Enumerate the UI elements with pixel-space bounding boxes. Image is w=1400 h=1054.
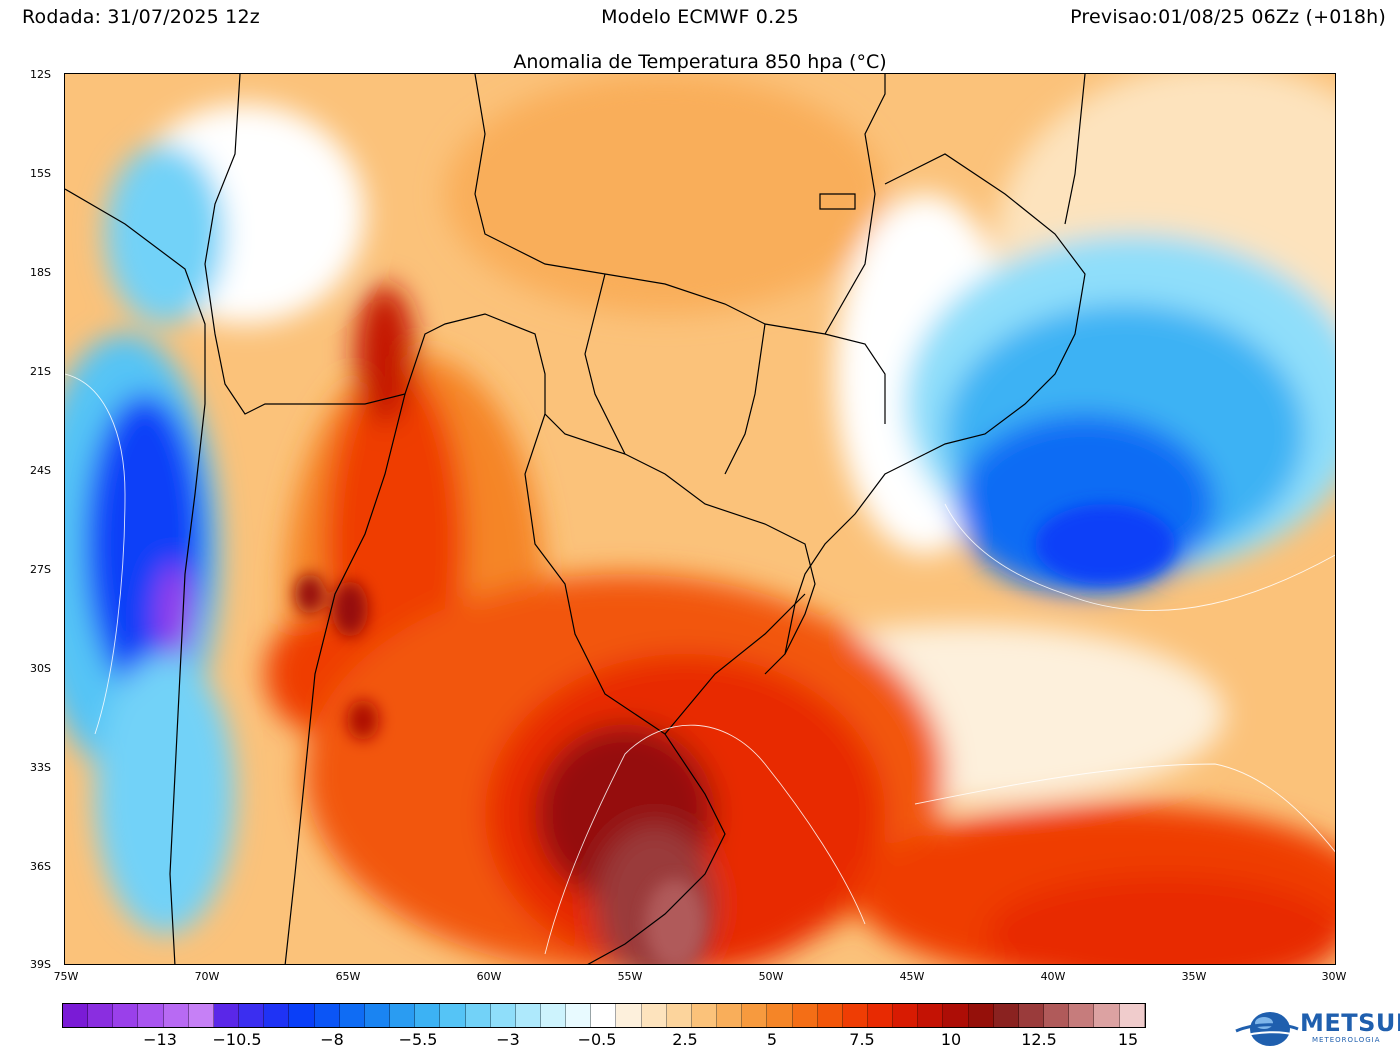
lon-tick-70w: 70W — [194, 970, 220, 983]
lat-tick-21s: 21S — [30, 365, 51, 378]
colorbar-label: −3 — [496, 1030, 520, 1049]
colorbar-swatch — [415, 1004, 441, 1027]
colorbar-swatch — [641, 1004, 667, 1027]
lon-tick-30w: 30W — [1321, 970, 1347, 983]
colorbar-label: 12.5 — [1021, 1030, 1057, 1049]
colorbar-swatch — [616, 1004, 642, 1027]
colorbar-swatch — [63, 1004, 89, 1027]
colorbar-swatch — [1094, 1004, 1120, 1027]
colorbar-swatch — [264, 1004, 290, 1027]
colorbar-swatch — [188, 1004, 214, 1027]
colorbar-swatch — [1018, 1004, 1045, 1027]
colorbar — [62, 1003, 1146, 1028]
colorbar-swatch — [717, 1004, 743, 1027]
lon-tick-60w: 60W — [476, 970, 502, 983]
colorbar-swatch — [591, 1004, 617, 1027]
colorbar-swatch — [440, 1004, 466, 1027]
colorbar-label: −5.5 — [398, 1030, 438, 1049]
colorbar-swatch — [465, 1004, 491, 1027]
colorbar-swatch — [390, 1004, 416, 1027]
colorbar-swatch — [968, 1004, 994, 1027]
colorbar-swatch — [239, 1004, 265, 1027]
colorbar-swatch — [742, 1004, 768, 1027]
colorbar-swatch — [993, 1004, 1019, 1027]
lon-tick-50w: 50W — [758, 970, 784, 983]
lon-tick-45w: 45W — [899, 970, 925, 983]
colorbar-swatch — [666, 1004, 692, 1027]
logo-wordmark: METSUL — [1300, 1009, 1400, 1037]
colorbar-swatch — [515, 1004, 541, 1027]
lat-tick-24s: 24S — [30, 464, 51, 477]
anomaly-field — [65, 74, 1335, 964]
colorbar-label: 5 — [766, 1030, 778, 1049]
colorbar-label: −10.5 — [212, 1030, 262, 1049]
colorbar-swatch — [842, 1004, 868, 1027]
colorbar-swatch — [792, 1004, 818, 1027]
colorbar-swatch — [566, 1004, 592, 1027]
lon-tick-40w: 40W — [1040, 970, 1066, 983]
colorbar-label: 10 — [940, 1030, 962, 1049]
colorbar-label: −8 — [320, 1030, 344, 1049]
lon-tick-55w: 55W — [617, 970, 643, 983]
colorbar-swatch — [893, 1004, 919, 1027]
lat-tick-27s: 27S — [30, 563, 51, 576]
lat-tick-33s: 33S — [30, 761, 51, 774]
colorbar-swatch — [314, 1004, 340, 1027]
colorbar-swatch — [289, 1004, 315, 1027]
colorbar-swatch — [767, 1004, 793, 1027]
map-title: Anomalia de Temperatura 850 hpa (°C) — [513, 51, 887, 73]
lat-tick-36s: 36S — [30, 860, 51, 873]
colorbar-swatch — [213, 1004, 240, 1027]
colorbar-swatch — [868, 1004, 894, 1027]
lat-tick-30s: 30S — [30, 662, 51, 675]
political-borders — [65, 74, 1086, 964]
colorbar-swatch — [364, 1004, 391, 1027]
colorbar-swatch — [339, 1004, 365, 1027]
lat-tick-12s: 12S — [30, 68, 51, 81]
colorbar-swatch — [1119, 1004, 1145, 1027]
lat-tick-39s: 39S — [30, 958, 51, 971]
lon-tick-35w: 35W — [1181, 970, 1207, 983]
temperature-anomaly-map — [64, 73, 1336, 965]
lat-tick-18s: 18S — [30, 266, 51, 279]
lat-tick-15s: 15S — [30, 167, 51, 180]
globe-logo-icon — [1235, 1012, 1299, 1046]
colorbar-swatch — [918, 1004, 944, 1027]
colorbar-swatch — [1069, 1004, 1095, 1027]
model-name: Modelo ECMWF 0.25 — [601, 6, 799, 28]
colorbar-label: 15 — [1117, 1030, 1139, 1049]
colorbar-swatch — [113, 1004, 139, 1027]
logo-subtitle: METEOROLOGIA — [1312, 1036, 1381, 1044]
lon-tick-75w: 75W — [53, 970, 79, 983]
colorbar-swatch — [817, 1004, 843, 1027]
colorbar-swatch — [163, 1004, 189, 1027]
colorbar-label: −0.5 — [577, 1030, 617, 1049]
colorbar-swatch — [943, 1004, 969, 1027]
colorbar-label: −13 — [143, 1030, 177, 1049]
run-date: Rodada: 31/07/2025 12z — [22, 6, 260, 28]
colorbar-swatch — [540, 1004, 567, 1027]
forecast-time: Previsao:01/08/25 06Zz (+018h) — [1070, 6, 1386, 28]
lon-tick-65w: 65W — [335, 970, 361, 983]
colorbar-label: 2.5 — [672, 1030, 698, 1049]
colorbar-swatch — [490, 1004, 516, 1027]
colorbar-swatch — [88, 1004, 114, 1027]
colorbar-label: 7.5 — [849, 1030, 875, 1049]
colorbar-swatch — [138, 1004, 164, 1027]
colorbar-swatch — [691, 1004, 718, 1027]
colorbar-swatch — [1044, 1004, 1070, 1027]
metsul-logo: METSUL METEOROLOGIA — [1234, 1005, 1400, 1050]
